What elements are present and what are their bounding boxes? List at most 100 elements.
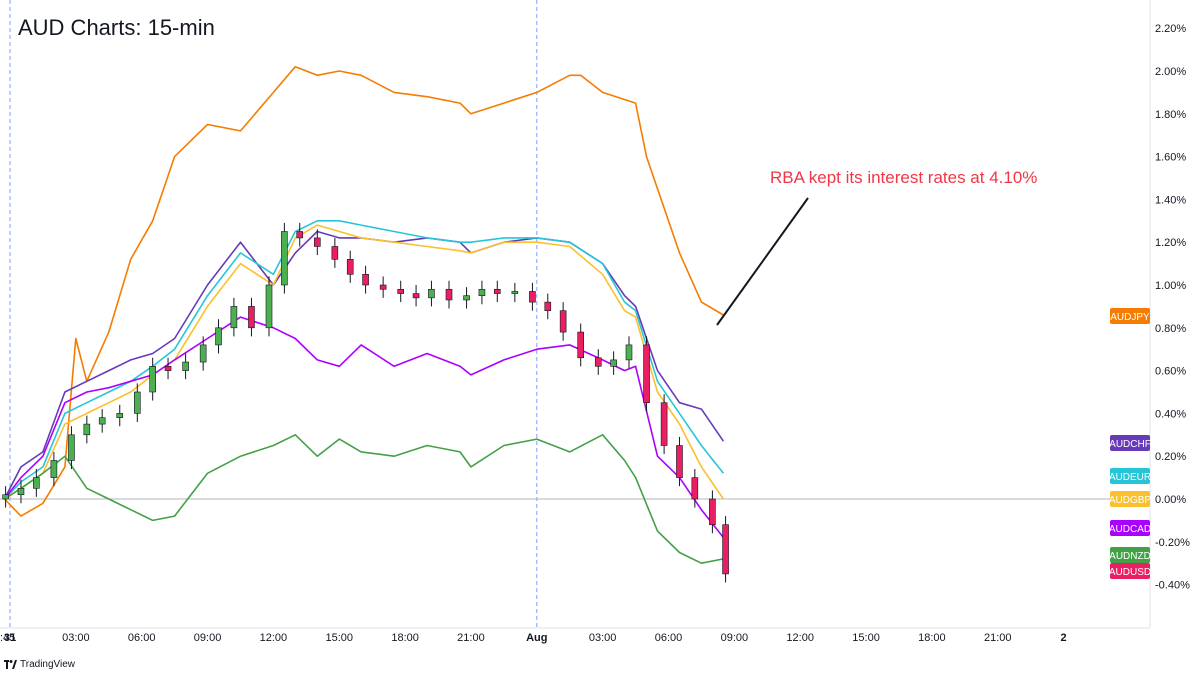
y-tick-label: 1.40% xyxy=(1155,194,1186,206)
badge-text-audchf: AUDCHF xyxy=(1109,439,1151,450)
badge-text-audgbp: AUDGBP xyxy=(1109,495,1152,506)
badge-audnzd xyxy=(1110,547,1150,563)
y-tick-label: 1.60% xyxy=(1155,152,1186,164)
series-lines xyxy=(3,65,725,565)
badge-audchf xyxy=(1110,435,1150,451)
x-tick-label: 06:00 xyxy=(655,632,683,644)
x-tick-label: 31 xyxy=(4,632,16,644)
candle-body xyxy=(199,344,207,363)
candle-body xyxy=(33,477,40,489)
candle-body xyxy=(676,445,683,478)
series-line-audnzd xyxy=(4,433,724,565)
x-tick-label: 21:00 xyxy=(457,632,485,644)
candle-body xyxy=(643,344,650,404)
annotation: RBA kept its interest rates at 4.10% xyxy=(716,168,1037,326)
candle-body xyxy=(116,413,124,418)
x-tick-label: 15:00 xyxy=(852,632,880,644)
candle-body xyxy=(544,301,552,311)
candle-body xyxy=(98,417,106,425)
x-tick-label: 09:00 xyxy=(721,632,749,644)
candle-body xyxy=(610,359,617,367)
candle-body xyxy=(412,293,420,299)
y-tick-label: 2.20% xyxy=(1155,23,1186,35)
candle-body xyxy=(134,391,141,414)
candle-body xyxy=(478,288,486,296)
series-line-audgbp xyxy=(4,224,725,500)
series-line-audjpy xyxy=(3,65,724,517)
badge-audusd xyxy=(1110,563,1150,579)
x-tick-label: 12:00 xyxy=(786,632,814,644)
x-tick-label: 09:00 xyxy=(194,632,222,644)
badge-text-audjpy: AUDJPY xyxy=(1110,312,1150,323)
candle-body xyxy=(182,361,189,371)
candle-body xyxy=(17,487,25,496)
candle-body xyxy=(493,288,501,294)
candle-body xyxy=(265,284,273,329)
audusd-candles xyxy=(2,222,729,583)
footer: TradingView xyxy=(4,659,75,670)
series-line-audchf xyxy=(3,230,725,500)
x-tick-label: 15:00 xyxy=(325,632,353,644)
annotation-text: RBA kept its interest rates at 4.10% xyxy=(770,168,1037,187)
candle-body xyxy=(463,295,470,301)
candle-body xyxy=(445,288,453,301)
candle-body xyxy=(230,306,238,329)
badge-audcad xyxy=(1110,520,1150,536)
candle-body xyxy=(691,477,699,500)
badge-text-audcad: AUDCAD xyxy=(1109,524,1151,535)
candle-body xyxy=(428,288,435,299)
candle-body xyxy=(281,231,288,286)
y-tick-label: 2.00% xyxy=(1155,66,1186,78)
candle-body xyxy=(215,327,222,346)
series-line-audcad xyxy=(3,316,725,538)
candle-body xyxy=(296,231,304,239)
series-line-audeur xyxy=(3,220,725,500)
x-tick-label: 03:00 xyxy=(62,632,90,644)
y-tick-label: 1.80% xyxy=(1155,109,1186,121)
tradingview-logo-icon xyxy=(4,660,17,669)
candle-body xyxy=(50,460,58,478)
candle-body xyxy=(722,524,729,575)
candle-body xyxy=(577,331,585,359)
y-tick-label: 1.20% xyxy=(1155,237,1186,249)
candle-body xyxy=(511,291,519,294)
y-tick-label: -0.40% xyxy=(1155,580,1190,592)
y-tick-label: -0.20% xyxy=(1155,537,1190,549)
badge-text-audeur: AUDEUR xyxy=(1109,472,1151,483)
x-tick-label: 18:00 xyxy=(391,632,419,644)
y-tick-label: 1.00% xyxy=(1155,280,1186,292)
x-tick-label: 12:00 xyxy=(260,632,288,644)
candle-body xyxy=(379,284,387,290)
candle-body xyxy=(625,344,633,361)
candle-body xyxy=(164,366,172,371)
y-tick-label: 0.60% xyxy=(1155,366,1186,378)
x-tick-label: 06:00 xyxy=(128,632,156,644)
annotation-arrow-line xyxy=(716,197,809,326)
y-tick-label: 0.40% xyxy=(1155,408,1186,420)
x-tick-label: Aug xyxy=(526,632,547,644)
candle-body xyxy=(68,434,75,461)
candle-body xyxy=(529,291,536,303)
candle-body xyxy=(313,237,321,247)
candle-body xyxy=(362,273,369,286)
candle-body xyxy=(346,259,354,275)
tradingview-brand: TradingView xyxy=(20,659,76,670)
badge-text-audusd: AUDUSD xyxy=(1109,567,1151,578)
candle-body xyxy=(248,306,255,329)
y-tick-label: 0.80% xyxy=(1155,323,1186,335)
chart-title: AUD Charts: 15-min xyxy=(18,15,215,40)
candle-body xyxy=(660,402,668,446)
y-tick-label: 0.20% xyxy=(1155,451,1186,463)
candle-body xyxy=(2,494,9,500)
badge-audjpy xyxy=(1110,308,1150,324)
x-tick-label: 18:00 xyxy=(918,632,946,644)
candle-body xyxy=(331,246,339,260)
y-axis: 2.20% 2.00% 1.80% 1.60% 1.40% 1.20% 1.00% 0.80%… xyxy=(1149,0,1190,628)
candle-body xyxy=(594,357,602,367)
series-labels: AUDJPY AUDCHF AUDEUR AUDGBP AUDCAD AUDNZD AUDU… xyxy=(1109,308,1152,579)
badge-audeur xyxy=(1110,468,1150,484)
candle-body xyxy=(149,366,156,393)
